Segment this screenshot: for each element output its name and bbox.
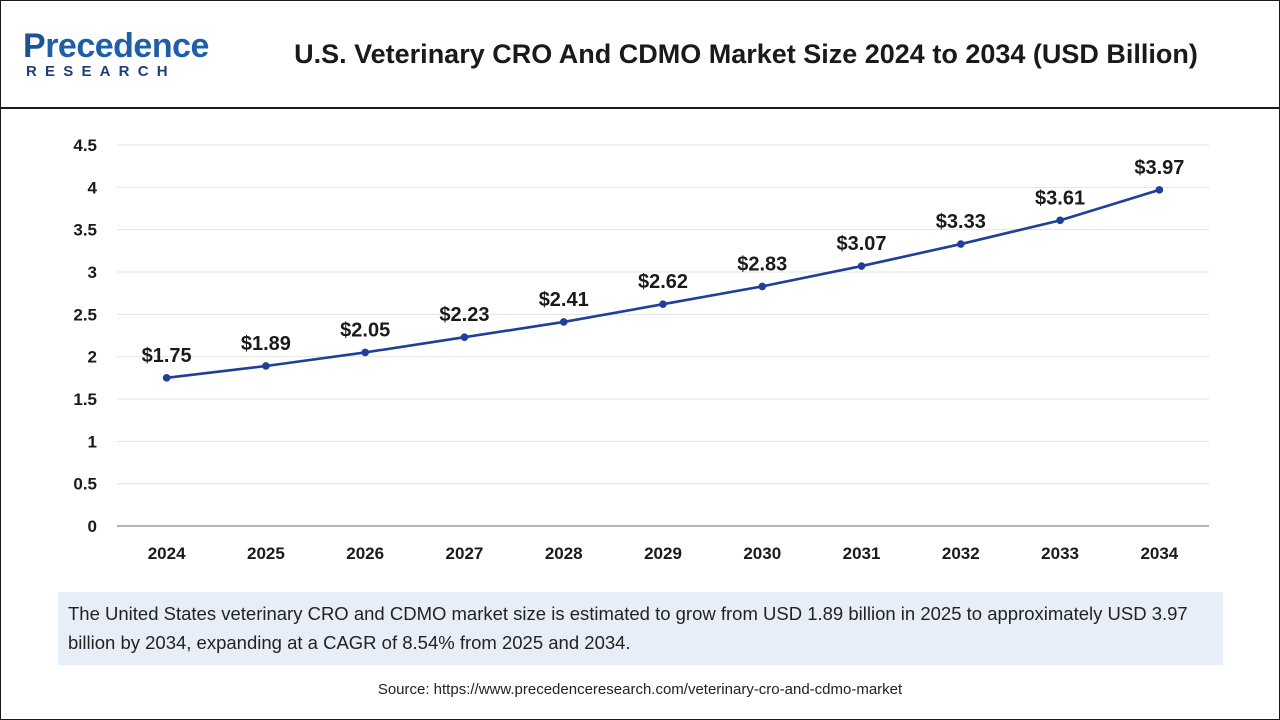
data-point: [559, 318, 568, 326]
y-tick-label: 3.5: [73, 221, 97, 240]
x-tick-label: 2028: [545, 544, 583, 563]
data-point: [162, 374, 171, 382]
x-tick-label: 2027: [446, 544, 484, 563]
y-tick-label: 4.5: [73, 136, 97, 155]
y-tick-label: 2: [88, 348, 97, 367]
data-point: [659, 300, 667, 308]
source-text: Source: https://www.precedenceresearch.c…: [377, 681, 903, 698]
y-tick-label: 1: [88, 432, 97, 451]
logo-subtitle: RESEARCH: [26, 63, 176, 80]
x-tick-label: 2033: [1041, 544, 1079, 563]
y-tick-label: 3: [88, 263, 97, 282]
precedence-research-logo: Precedence RESEARCH: [23, 27, 223, 83]
x-tick-label: 2025: [247, 544, 285, 563]
x-tick-label: 2031: [843, 544, 881, 563]
x-tick-label: 2032: [942, 544, 980, 563]
logo-wordmark-rest: recedence: [45, 27, 209, 65]
caption-text: The United States veterinary CRO and CDM…: [68, 603, 1188, 653]
data-point: [857, 262, 866, 270]
logo-wordmark: Precedence: [23, 27, 209, 65]
data-point: [361, 348, 369, 357]
data-label: $1.75: [142, 345, 192, 367]
data-point: [957, 240, 965, 248]
data-point: [758, 282, 767, 291]
data-label: $2.41: [539, 289, 589, 311]
line-chart: 0 0.5 1 1.5 2 2.5 3 3.5 4 4.5 2024 2025 2026 2027 2028…: [73, 136, 1209, 563]
chart-title: U.S. Veterinary CRO And CDMO Market Size…: [294, 39, 1198, 69]
data-label: $3.33: [936, 211, 986, 233]
y-tick-label: 1.5: [73, 390, 97, 409]
x-tick-label: 2026: [346, 544, 384, 563]
data-label: $2.83: [737, 253, 787, 275]
data-point: [262, 362, 270, 370]
x-tick-label: 2029: [644, 544, 682, 563]
data-label: $2.62: [638, 271, 688, 293]
y-tick-label: 2.5: [73, 305, 97, 324]
y-tick-label: 0: [88, 517, 97, 536]
caption-box: The United States veterinary CRO and CDM…: [58, 592, 1223, 665]
data-label: $3.61: [1035, 187, 1085, 209]
data-label: $2.05: [340, 319, 390, 341]
data-label: $3.97: [1134, 157, 1184, 179]
x-tick-label: 2030: [743, 544, 781, 563]
logo-first-letter: P: [23, 27, 46, 65]
x-tick-label: 2024: [148, 544, 186, 563]
data-point: [1056, 216, 1064, 225]
data-label: $2.23: [439, 304, 489, 326]
data-point: [1155, 186, 1164, 194]
data-label: $3.07: [837, 233, 887, 255]
y-tick-label: 0.5: [73, 475, 97, 494]
y-tick-label: 4: [88, 178, 98, 197]
header: Precedence RESEARCH U.S. Veterinary CRO …: [1, 1, 1279, 109]
data-point: [460, 333, 469, 341]
x-tick-label: 2034: [1140, 544, 1178, 563]
data-label: $1.89: [241, 333, 291, 355]
